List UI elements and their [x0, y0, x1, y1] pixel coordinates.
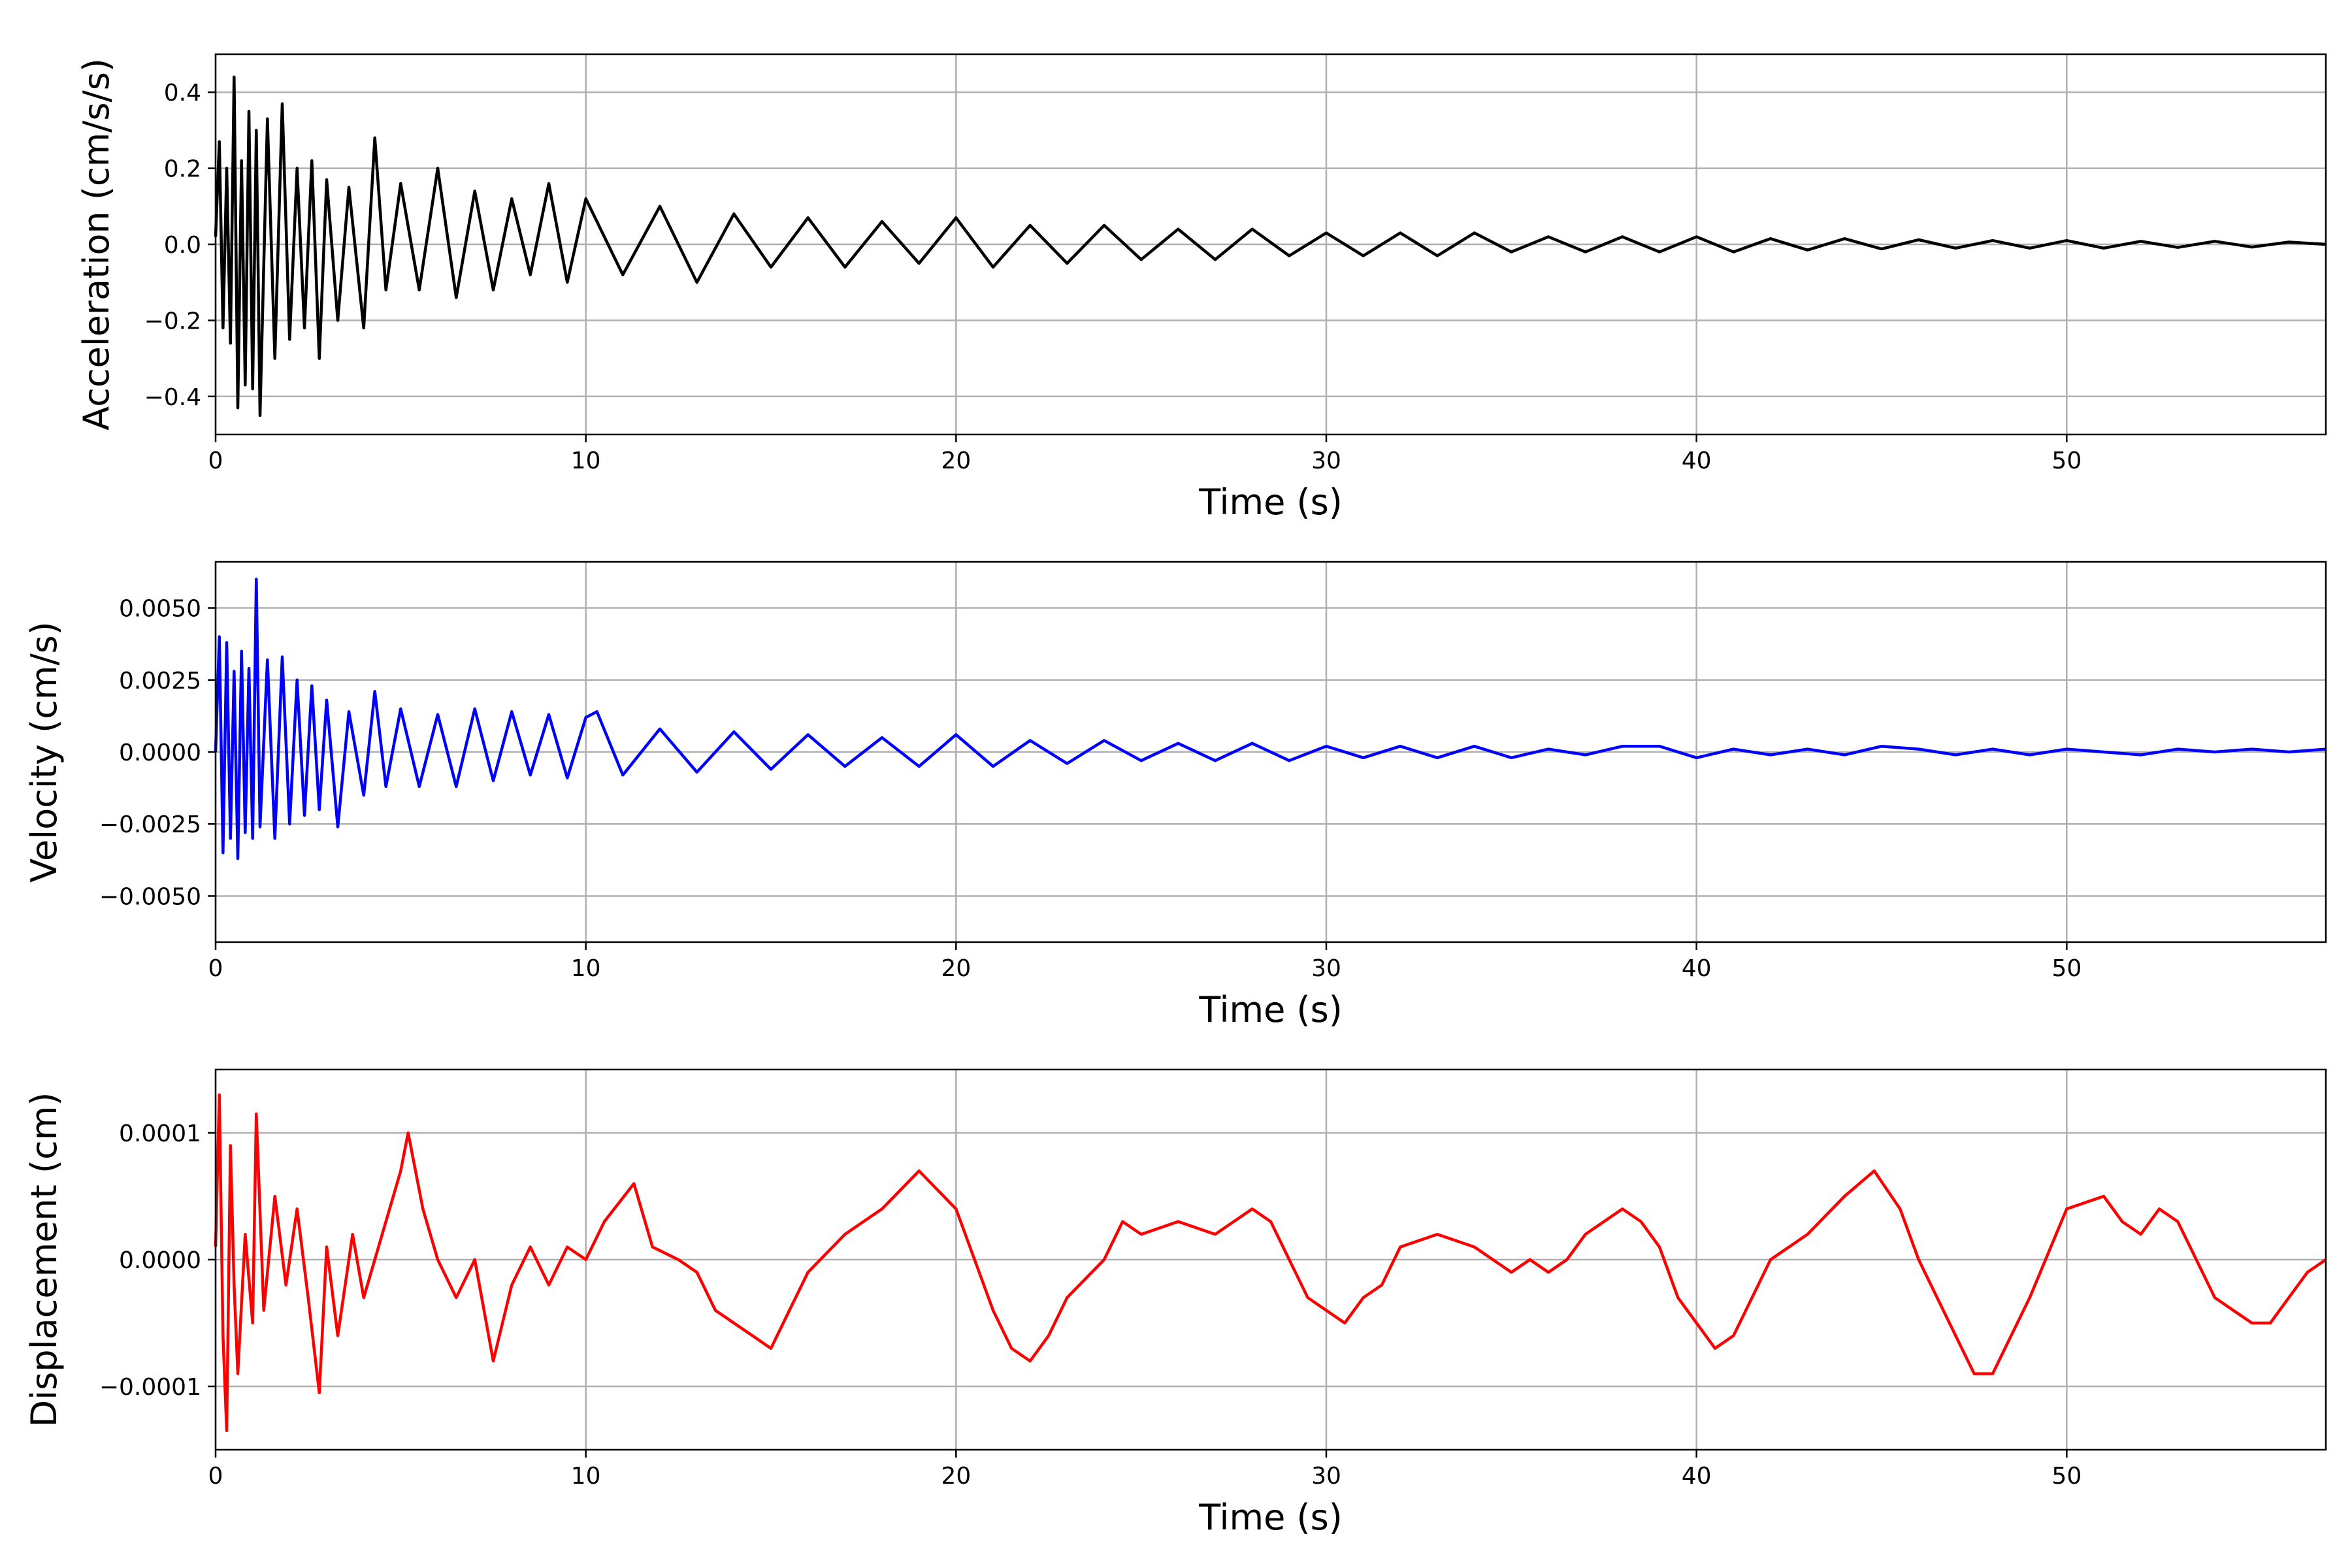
displacement-x-tick-label: 40	[1682, 1463, 1712, 1490]
acceleration-y-axis-label: Acceleration (cm/s/s)	[76, 58, 117, 431]
displacement-y-tick-label: 0.0001	[119, 1120, 201, 1147]
velocity-ticks: 0 10 20 30 40 50 0.0050 0.0025 0.0000 −0.0025 −0.0…	[99, 596, 2082, 982]
displacement-x-tick-label: 10	[571, 1463, 601, 1490]
displacement-y-axis-label: Displacement (cm)	[24, 1092, 65, 1428]
acceleration-x-tick-label: 0	[208, 448, 223, 474]
acceleration-x-tick-label: 50	[2051, 448, 2082, 474]
acceleration-panel: 0 10 20 30 40 50 0.4 0.2 0.0 −0.2 −0.4 Time (s) Ac…	[76, 53, 2327, 523]
velocity-y-tick-label: −0.0050	[99, 883, 201, 910]
acceleration-x-axis-label: Time (s)	[1198, 482, 1343, 523]
acceleration-x-tick-label: 40	[1682, 448, 1712, 474]
velocity-x-tick-label: 40	[1682, 955, 1712, 982]
displacement-x-tick-label: 20	[941, 1463, 971, 1490]
acceleration-y-tick-label: −0.2	[144, 308, 201, 335]
velocity-x-tick-label: 20	[941, 955, 971, 982]
velocity-x-tick-label: 0	[208, 955, 223, 982]
acceleration-x-tick-label: 20	[941, 448, 971, 474]
displacement-y-tick-label: −0.0001	[99, 1374, 201, 1401]
velocity-series	[214, 578, 2327, 860]
acceleration-series	[214, 75, 2327, 417]
acceleration-x-tick-label: 30	[1311, 448, 1341, 474]
velocity-x-tick-label: 10	[571, 955, 601, 982]
velocity-x-axis-label: Time (s)	[1198, 989, 1343, 1030]
velocity-y-tick-label: 0.0050	[119, 596, 201, 623]
velocity-y-tick-label: 0.0000	[119, 740, 201, 766]
displacement-ticks: 0 10 20 30 40 50 0.0001 0.0000 −0.0001	[99, 1120, 2082, 1490]
acceleration-y-tick-label: 0.2	[164, 156, 201, 183]
displacement-x-tick-label: 50	[2051, 1463, 2082, 1490]
velocity-x-tick-label: 50	[2051, 955, 2082, 982]
velocity-series-line	[214, 578, 2327, 860]
acceleration-y-tick-label: 0.4	[164, 80, 201, 106]
displacement-x-axis-label: Time (s)	[1198, 1497, 1343, 1538]
acceleration-ticks: 0 10 20 30 40 50 0.4 0.2 0.0 −0.2 −0.4	[144, 80, 2082, 474]
velocity-x-tick-label: 30	[1311, 955, 1341, 982]
acceleration-x-tick-label: 10	[571, 448, 601, 474]
acceleration-series-line	[214, 75, 2327, 417]
displacement-series-line	[214, 1093, 2327, 1433]
acceleration-y-tick-label: 0.0	[164, 232, 201, 259]
velocity-y-tick-label: −0.0025	[99, 811, 201, 838]
acceleration-grid	[214, 54, 2326, 434]
velocity-y-tick-label: 0.0025	[119, 668, 201, 694]
displacement-series	[214, 1093, 2327, 1433]
velocity-y-axis-label: Velocity (cm/s)	[24, 621, 65, 883]
acceleration-y-tick-label: −0.4	[144, 384, 201, 411]
displacement-y-tick-label: 0.0000	[119, 1247, 201, 1274]
velocity-panel: 0 10 20 30 40 50 0.0050 0.0025 0.0000 −0.0025 −0.0…	[24, 561, 2327, 1030]
displacement-x-tick-label: 30	[1311, 1463, 1341, 1490]
displacement-x-tick-label: 0	[208, 1463, 223, 1490]
displacement-grid	[214, 1070, 2326, 1450]
